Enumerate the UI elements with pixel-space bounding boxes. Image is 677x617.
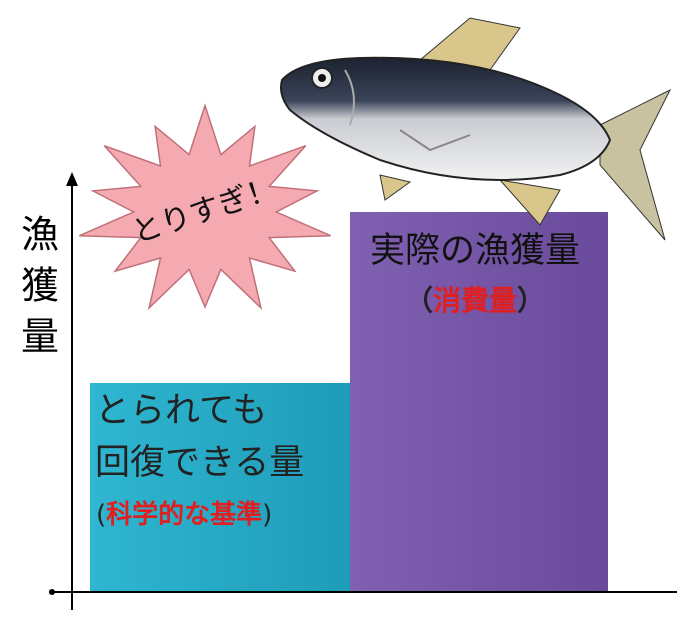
paren: （ — [405, 284, 433, 317]
bar-actual — [350, 212, 608, 592]
y-axis-arrow — [66, 172, 78, 186]
bar-label: 回復できる量 — [95, 443, 304, 483]
bar-label: 実際の漁獲量 — [370, 231, 580, 271]
bar-sustainable — [90, 383, 350, 592]
note-text: 科学的な基準 — [106, 499, 262, 530]
y-axis-label: 量 — [21, 315, 59, 359]
paren: ） — [517, 284, 545, 317]
paren: ) — [262, 500, 272, 530]
y-axis-label: 獲 — [21, 264, 59, 308]
note-text: 消費量 — [433, 284, 517, 317]
bar-note: (科学的な基準) — [96, 499, 272, 530]
starburst — [79, 103, 331, 311]
y-axis-label: 漁 — [21, 213, 59, 257]
bar-label: とられても — [95, 391, 267, 431]
fish — [280, 17, 672, 241]
bar-note: （消費量） — [405, 284, 545, 317]
paren: ( — [96, 500, 106, 530]
origin — [49, 589, 55, 595]
